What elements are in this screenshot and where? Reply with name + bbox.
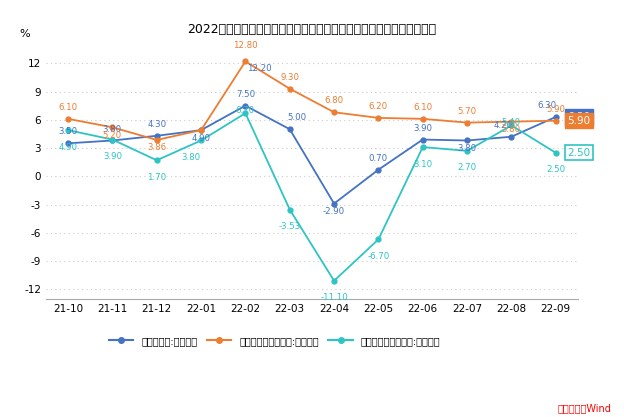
Text: 4.20: 4.20 [494,121,513,130]
Text: 6.30: 6.30 [538,101,557,110]
Text: 5.90: 5.90 [546,105,565,114]
Text: 3.90: 3.90 [103,152,122,161]
Text: 5.00: 5.00 [287,113,306,122]
Text: 6.10: 6.10 [59,103,77,112]
Text: 5.40: 5.40 [502,118,521,128]
Text: 6.20: 6.20 [369,102,388,111]
Text: 12.80: 12.80 [233,41,258,50]
Text: 2.70: 2.70 [457,163,477,172]
Text: 1.70: 1.70 [147,173,166,182]
Text: 0.70: 0.70 [369,154,388,163]
Text: 3.90: 3.90 [413,123,432,133]
Text: 5.80: 5.80 [502,125,521,134]
Text: 3.86: 3.86 [147,143,166,153]
Text: 数据来源：Wind: 数据来源：Wind [558,403,612,413]
Text: 6.30: 6.30 [567,112,590,122]
Text: 3.80: 3.80 [103,125,122,133]
Text: -2.90: -2.90 [323,207,345,216]
Legend: 工业增加値:当月同比, 固定资产投资完成额:累计同比, 社会消费品零售总额:当月同比: 工业增加値:当月同比, 固定资产投资完成额:累计同比, 社会消费品零售总额:当月… [105,332,444,350]
Text: -6.70: -6.70 [368,252,389,261]
Text: 4.90: 4.90 [192,133,210,143]
Text: 5.70: 5.70 [457,107,477,116]
Text: 3.80: 3.80 [457,144,477,153]
Text: 7.50: 7.50 [236,90,255,99]
Text: 9.30: 9.30 [280,73,300,82]
Text: 3.50: 3.50 [59,127,77,136]
Text: 5.20: 5.20 [103,131,122,140]
Text: 6.10: 6.10 [413,103,432,112]
Text: 2.50: 2.50 [546,165,565,174]
Text: 5.90: 5.90 [567,116,590,126]
Text: 6.80: 6.80 [324,96,344,106]
Text: 12.20: 12.20 [247,64,271,73]
Text: -3.53: -3.53 [278,222,301,231]
Title: 2022年规上工业增加值、固定资产投资、社会消费品零售月度同比增速: 2022年规上工业增加值、固定资产投资、社会消费品零售月度同比增速 [187,23,436,36]
Text: 3.10: 3.10 [413,160,432,168]
Text: 4.90: 4.90 [59,143,77,152]
Y-axis label: %: % [19,29,30,39]
Text: 3.80: 3.80 [182,153,201,162]
Text: 4.30: 4.30 [147,120,166,129]
Text: 6.70: 6.70 [236,106,255,115]
Text: 2.50: 2.50 [567,148,590,158]
Text: -11.10: -11.10 [320,293,348,302]
